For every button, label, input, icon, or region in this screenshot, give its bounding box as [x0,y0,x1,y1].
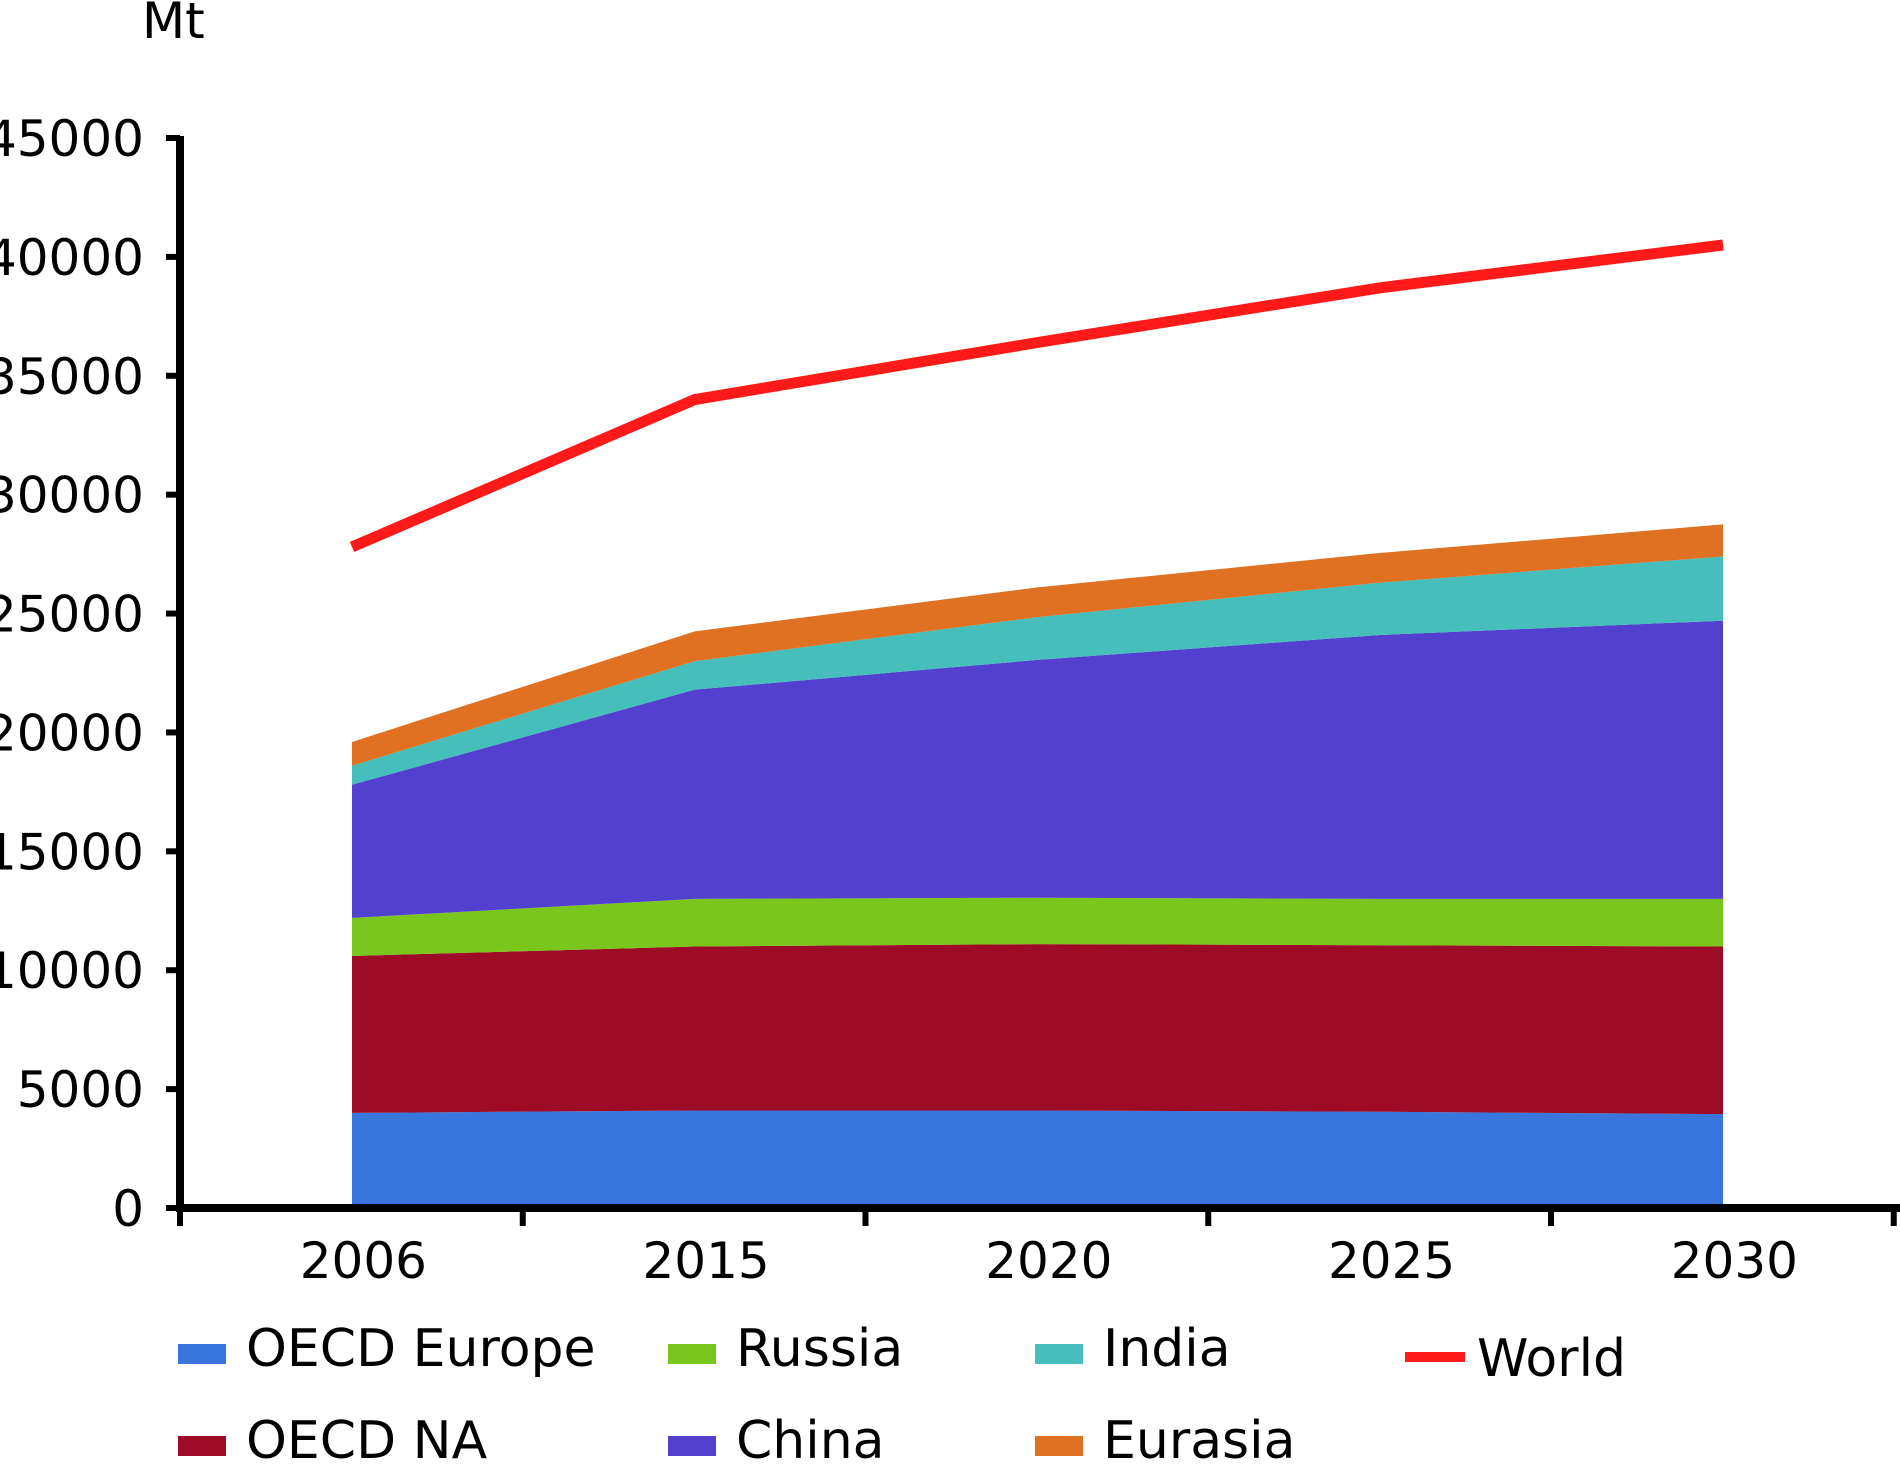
y-tick-label: 25000 [0,586,144,644]
x-tick-label: 2006 [300,1232,427,1290]
area-india [352,556,1723,785]
legend-label-world: World [1477,1329,1626,1389]
legend-item-world: World [1405,1329,1626,1389]
y-tick-label: 5000 [17,1061,144,1119]
y-tick-label: 10000 [0,942,144,1000]
y-tick-label: 20000 [0,704,144,762]
x-tick-label: 2025 [1328,1232,1455,1290]
area-eurasia [352,524,1723,766]
x-tick-label: 2030 [1671,1232,1798,1290]
legend-swatch-russia [668,1344,716,1364]
legend-item-oecd-na: OECD NA [178,1411,488,1471]
y-axis-unit-label: Mt [142,0,205,50]
legend-label-russia: Russia [736,1319,903,1379]
x-tick-label: 2020 [985,1232,1112,1290]
area-oecd-europe [352,1110,1723,1208]
y-tick-label: 30000 [0,467,144,525]
x-tick-label: 2015 [643,1232,770,1290]
legend-swatch-india [1035,1344,1083,1364]
legend-label-china: China [736,1411,885,1471]
legend-swatch-china [668,1436,716,1456]
legend-label-oecd-na: OECD NA [246,1411,488,1471]
y-tick-label: 0 [112,1180,144,1238]
y-tick-label: 45000 [0,110,144,168]
y-tick-label: 35000 [0,348,144,406]
legend-swatch-oecd-na [178,1436,226,1456]
legend-item-india: India [1035,1319,1231,1379]
area-oecd-na [352,944,1723,1115]
legend-swatch-eurasia [1035,1436,1083,1456]
legend-line-world [1405,1352,1465,1362]
legend-item-russia: Russia [668,1319,903,1379]
legend-item-china: China [668,1411,885,1471]
legend-item-eurasia: Eurasia [1035,1411,1295,1471]
area-china [352,620,1723,918]
legend-label-india: India [1103,1319,1231,1379]
area-russia [352,897,1723,956]
y-tick-label: 40000 [0,229,144,287]
line-world [349,239,1724,553]
legend-item-oecd-europe: OECD Europe [178,1319,596,1379]
y-tick-label: 15000 [0,823,144,881]
legend-label-eurasia: Eurasia [1103,1411,1295,1471]
legend-label-oecd-europe: OECD Europe [246,1319,596,1379]
legend-swatch-oecd-europe [178,1344,226,1364]
